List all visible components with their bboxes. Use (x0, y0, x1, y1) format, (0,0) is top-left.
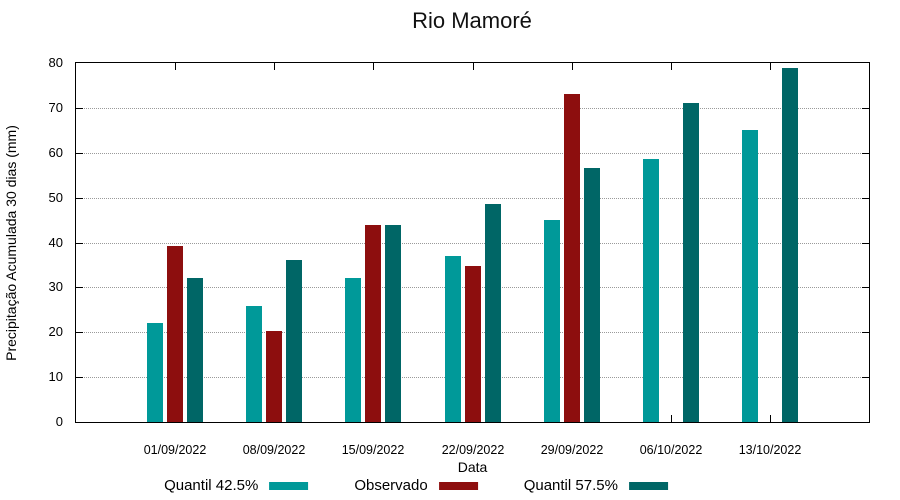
y-tick-label-40: 40 (48, 235, 63, 250)
chart-legend: Quantil 42.5% Observado Quantil 57.5% (164, 477, 668, 494)
y-tick-label-30: 30 (48, 279, 63, 294)
y-tick-mark (862, 287, 869, 288)
x-tick-label: 08/09/2022 (242, 443, 306, 457)
plot-area (75, 62, 870, 423)
bar-quantil-57.5--06-10-2022 (683, 103, 699, 422)
y-axis-label: Precipitação Acumulada 30 dias (mm) (3, 125, 19, 361)
bar-observado-15-09-2022 (365, 224, 381, 422)
gridline-y-60 (76, 153, 869, 154)
bar-quantil-42.5--29-09-2022 (544, 220, 560, 422)
bar-observado-01-09-2022 (167, 245, 183, 422)
legend-label: Observado (354, 477, 428, 494)
bar-observado-22-09-2022 (465, 265, 481, 422)
y-tick-mark (76, 198, 83, 199)
y-tick-mark (862, 377, 869, 378)
legend-label: Quantil 57.5% (523, 477, 618, 494)
y-tick-label-10: 10 (48, 369, 63, 384)
bar-quantil-57.5--08-09-2022 (286, 259, 302, 422)
chart-title: Rio Mamoré (412, 8, 532, 33)
legend-label: Quantil 42.5% (164, 477, 259, 494)
gridline-y-50 (76, 198, 869, 199)
bar-quantil-42.5--06-10-2022 (643, 159, 659, 422)
x-tick-mark (274, 63, 275, 70)
y-tick-label-80: 80 (48, 55, 63, 70)
y-tick-mark (862, 198, 869, 199)
gridline-y-40 (76, 243, 869, 244)
x-axis-label: Data (457, 459, 488, 475)
y-tick-label-0: 0 (55, 414, 63, 429)
bar-observado-08-09-2022 (266, 331, 282, 422)
x-tick-label: 01/09/2022 (143, 443, 207, 457)
y-tick-mark (862, 243, 869, 244)
y-tick-label-20: 20 (48, 324, 63, 339)
y-tick-label-60: 60 (48, 145, 63, 160)
bar-quantil-57.5--22-09-2022 (485, 204, 501, 422)
bar-quantil-42.5--08-09-2022 (246, 306, 262, 422)
bar-quantil-42.5--13-10-2022 (742, 130, 758, 422)
x-tick-mark (671, 63, 672, 70)
y-tick-label-50: 50 (48, 190, 63, 205)
x-tick-label: 06/10/2022 (639, 443, 703, 457)
bar-quantil-57.5--15-09-2022 (385, 224, 401, 422)
x-tick-mark (473, 63, 474, 70)
legend-swatch (269, 481, 309, 490)
legend-swatch (438, 481, 478, 490)
x-tick-mark (373, 63, 374, 70)
legend-entry: Quantil 42.5% (164, 477, 309, 494)
bar-quantil-57.5--29-09-2022 (584, 168, 600, 422)
bar-quantil-57.5--01-09-2022 (187, 277, 203, 422)
y-tick-mark (76, 287, 83, 288)
legend-entry: Observado (354, 477, 478, 494)
x-tick-label: 29/09/2022 (540, 443, 604, 457)
x-tick-mark (770, 63, 771, 70)
x-tick-mark (671, 415, 672, 422)
y-tick-mark (76, 332, 83, 333)
x-tick-mark (572, 63, 573, 70)
x-tick-mark (175, 63, 176, 70)
y-tick-mark (76, 243, 83, 244)
legend-entry: Quantil 57.5% (524, 477, 668, 494)
y-tick-mark (76, 377, 83, 378)
y-tick-mark (76, 108, 83, 109)
bar-observado-29-09-2022 (564, 93, 580, 422)
bar-quantil-42.5--22-09-2022 (445, 255, 461, 422)
legend-swatch (628, 481, 668, 490)
gridline-y-70 (76, 108, 869, 109)
x-tick-mark (770, 415, 771, 422)
x-tick-label: 13/10/2022 (738, 443, 802, 457)
bar-quantil-42.5--01-09-2022 (147, 323, 163, 422)
x-tick-label: 22/09/2022 (441, 443, 505, 457)
bar-quantil-57.5--13-10-2022 (782, 67, 798, 422)
y-tick-label-70: 70 (48, 100, 63, 115)
bar-quantil-42.5--15-09-2022 (345, 278, 361, 422)
y-tick-mark (862, 108, 869, 109)
y-tick-mark (862, 153, 869, 154)
x-tick-label: 15/09/2022 (341, 443, 405, 457)
y-tick-mark (862, 332, 869, 333)
y-tick-mark (76, 153, 83, 154)
